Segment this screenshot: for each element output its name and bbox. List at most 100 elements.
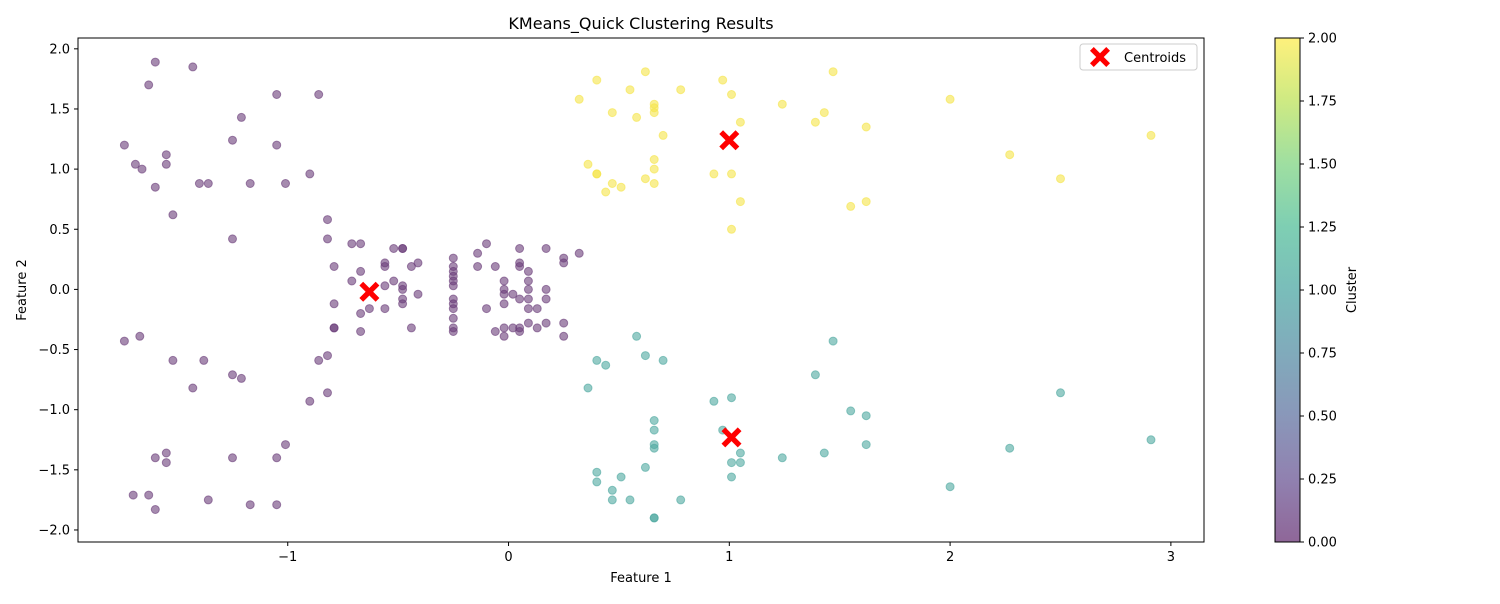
data-point-cluster-0: [413, 289, 423, 299]
data-point-cluster-2: [676, 85, 686, 95]
colorbar-tick-label: 1.25: [1308, 221, 1337, 236]
y-tick-label: −1.5: [38, 463, 70, 478]
data-point-cluster-0: [347, 276, 357, 286]
data-point-cluster-0: [380, 262, 390, 271]
y-tick-label: 0.0: [49, 283, 70, 298]
colorbar-tick-label: 2.00: [1308, 32, 1337, 47]
data-point-cluster-0: [515, 327, 525, 336]
data-point-cluster-0: [203, 179, 213, 188]
y-axis-label: Feature 2: [15, 259, 30, 321]
data-point-cluster-1: [735, 448, 745, 458]
data-point-cluster-0: [161, 159, 171, 169]
scatter-points: [119, 57, 1156, 523]
data-point-cluster-2: [574, 94, 584, 104]
centroid-marker: [719, 130, 740, 151]
data-point-cluster-1: [583, 383, 593, 393]
data-point-cluster-2: [640, 67, 650, 77]
data-point-cluster-0: [272, 90, 282, 99]
data-point-cluster-2: [727, 224, 736, 234]
data-point-cluster-1: [861, 411, 871, 421]
x-tick-label: 0: [504, 550, 512, 565]
data-point-cluster-0: [203, 495, 213, 505]
data-point-cluster-0: [305, 169, 315, 179]
data-point-cluster-0: [398, 244, 408, 253]
data-point-cluster-0: [137, 164, 147, 174]
data-point-cluster-0: [161, 448, 171, 458]
data-point-cluster-0: [541, 244, 551, 253]
data-point-cluster-2: [658, 130, 668, 140]
data-point-cluster-2: [718, 75, 728, 85]
data-point-cluster-0: [413, 258, 423, 268]
data-point-cluster-2: [607, 179, 617, 188]
data-point-cluster-0: [245, 179, 255, 188]
data-point-cluster-0: [272, 140, 282, 150]
x-tick-label: −1: [278, 550, 297, 565]
data-point-cluster-0: [559, 318, 569, 328]
data-point-cluster-0: [281, 179, 290, 188]
legend-label-centroids: Centroids: [1124, 51, 1186, 66]
x-axis-label: Feature 1: [610, 571, 672, 586]
colorbar-tick-label: 0.25: [1308, 473, 1337, 488]
data-point-cluster-1: [819, 448, 829, 458]
data-point-cluster-2: [709, 169, 719, 179]
y-tick-label: −2.0: [38, 523, 70, 538]
data-point-cluster-2: [1146, 130, 1156, 140]
x-tick-label: 2: [946, 550, 954, 565]
data-point-cluster-2: [649, 179, 659, 188]
data-point-cluster-0: [228, 453, 237, 463]
data-point-cluster-0: [389, 276, 399, 286]
x-tick-label: 3: [1167, 550, 1175, 565]
data-point-cluster-0: [523, 266, 533, 276]
data-point-cluster-1: [640, 351, 650, 361]
data-point-cluster-0: [482, 239, 491, 249]
plot-frame: [77, 37, 1205, 543]
data-point-cluster-0: [523, 276, 533, 286]
data-point-cluster-0: [448, 304, 458, 314]
data-point-cluster-0: [228, 135, 237, 145]
data-point-cluster-2: [592, 75, 602, 85]
data-point-cluster-0: [532, 323, 542, 333]
data-point-cluster-1: [727, 472, 736, 482]
data-point-cluster-0: [356, 266, 366, 276]
data-point-cluster-0: [128, 490, 138, 500]
data-point-cluster-0: [329, 323, 339, 333]
data-point-cluster-0: [473, 248, 483, 258]
data-point-cluster-2: [1005, 150, 1015, 160]
data-point-cluster-1: [592, 355, 602, 365]
data-point-cluster-0: [119, 140, 129, 150]
data-point-cluster-0: [541, 284, 551, 294]
data-point-cluster-0: [188, 62, 198, 72]
data-point-cluster-2: [601, 187, 611, 197]
data-point-cluster-0: [130, 159, 140, 169]
data-point-cluster-2: [583, 159, 593, 169]
colorbar-tick-label: 1.50: [1308, 158, 1337, 173]
data-point-cluster-1: [649, 513, 659, 523]
data-point-cluster-1: [607, 485, 617, 495]
data-point-cluster-0: [323, 388, 332, 398]
colorbar-tick-label: 0.75: [1308, 347, 1337, 362]
data-point-cluster-1: [846, 406, 856, 416]
data-point-cluster-2: [727, 90, 736, 99]
data-point-cluster-2: [819, 108, 829, 118]
data-point-cluster-1: [1056, 388, 1065, 398]
data-point-cluster-0: [515, 294, 525, 304]
data-point-cluster-2: [640, 174, 650, 184]
y-tick-label: 1.5: [49, 102, 70, 117]
data-point-cluster-0: [150, 182, 160, 192]
chart-title: KMeans_Quick Clustering Results: [508, 14, 773, 34]
data-point-cluster-1: [735, 458, 745, 468]
data-point-cluster-0: [228, 370, 237, 380]
data-point-cluster-1: [592, 467, 602, 477]
data-point-cluster-0: [499, 299, 509, 309]
data-point-cluster-2: [607, 108, 617, 118]
y-tick-label: 2.0: [49, 42, 70, 57]
data-point-cluster-0: [272, 500, 282, 510]
data-point-cluster-1: [601, 360, 611, 370]
data-point-cluster-2: [735, 117, 745, 127]
data-point-cluster-0: [135, 331, 145, 341]
data-point-cluster-0: [356, 327, 366, 336]
data-point-cluster-1: [861, 440, 871, 450]
data-point-cluster-1: [1146, 435, 1156, 445]
